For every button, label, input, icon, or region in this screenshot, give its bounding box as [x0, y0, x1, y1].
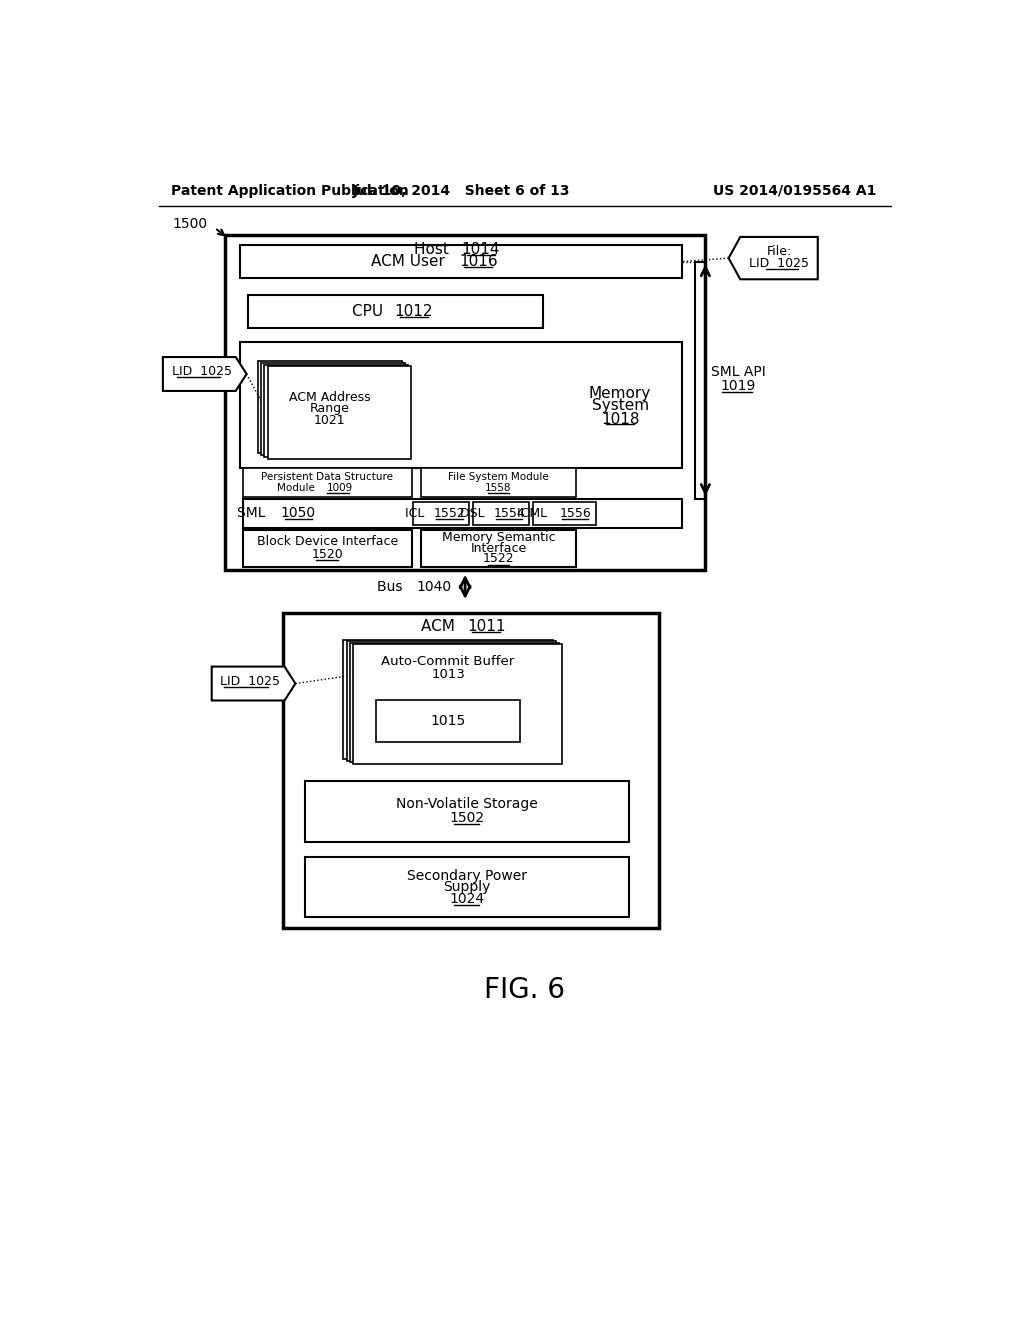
Text: 1015: 1015 — [430, 714, 466, 727]
Bar — [258, 360, 401, 453]
Polygon shape — [163, 358, 247, 391]
Bar — [414, 502, 469, 525]
Text: Bus: Bus — [377, 579, 407, 594]
Text: Host: Host — [414, 242, 454, 257]
Text: SML API: SML API — [711, 366, 765, 379]
Text: Non-Volatile Storage: Non-Volatile Storage — [396, 797, 538, 810]
Bar — [243, 529, 412, 566]
Bar — [421, 469, 575, 498]
Bar — [241, 342, 682, 469]
Text: LID  1025: LID 1025 — [172, 366, 231, 379]
Text: 1013: 1013 — [431, 668, 465, 681]
Text: ICML: ICML — [517, 507, 551, 520]
Bar — [305, 857, 629, 917]
Text: 1019: 1019 — [720, 379, 756, 393]
Text: Interface: Interface — [470, 541, 526, 554]
Polygon shape — [212, 667, 295, 701]
Text: 1500: 1500 — [173, 216, 208, 231]
Bar — [421, 529, 575, 566]
Text: DSL: DSL — [460, 507, 488, 520]
Text: ACM Address: ACM Address — [289, 391, 371, 404]
Text: 1502: 1502 — [450, 810, 484, 825]
Bar — [532, 502, 596, 525]
Text: 1024: 1024 — [450, 892, 484, 906]
Text: 1012: 1012 — [394, 304, 433, 319]
Text: Persistent Data Structure: Persistent Data Structure — [261, 473, 393, 482]
Bar — [305, 780, 629, 842]
Text: 1021: 1021 — [314, 413, 346, 426]
Text: 1014: 1014 — [462, 242, 500, 257]
Text: Jul. 10, 2014   Sheet 6 of 13: Jul. 10, 2014 Sheet 6 of 13 — [352, 183, 570, 198]
Text: 1011: 1011 — [467, 619, 506, 634]
Text: LID  1025: LID 1025 — [220, 675, 281, 688]
Text: 1558: 1558 — [485, 483, 512, 492]
Polygon shape — [729, 238, 818, 280]
Text: Block Device Interface: Block Device Interface — [257, 535, 397, 548]
Bar — [243, 499, 682, 528]
Bar — [261, 363, 404, 455]
Bar — [248, 296, 543, 327]
Text: Memory: Memory — [589, 387, 651, 401]
Bar — [346, 642, 556, 760]
Text: 1018: 1018 — [601, 412, 639, 426]
Text: FIG. 6: FIG. 6 — [484, 975, 565, 1005]
Bar — [473, 502, 528, 525]
Text: Secondary Power: Secondary Power — [407, 869, 526, 883]
Bar — [349, 643, 559, 762]
Text: File:: File: — [767, 244, 792, 257]
Text: 1040: 1040 — [417, 579, 452, 594]
Text: LID  1025: LID 1025 — [750, 257, 809, 271]
Bar — [243, 469, 412, 498]
Text: System: System — [592, 399, 648, 413]
Text: Memory Semantic: Memory Semantic — [441, 531, 555, 544]
Text: US 2014/0195564 A1: US 2014/0195564 A1 — [713, 183, 877, 198]
Text: Supply: Supply — [443, 880, 490, 894]
Text: 1009: 1009 — [327, 483, 352, 492]
Bar — [352, 644, 562, 763]
Text: 1522: 1522 — [482, 552, 514, 565]
Text: 1016: 1016 — [459, 253, 498, 269]
Text: Range: Range — [310, 403, 350, 416]
Text: 1050: 1050 — [281, 507, 316, 520]
Bar — [241, 246, 682, 277]
Bar — [343, 640, 553, 759]
Text: ICL: ICL — [406, 507, 429, 520]
Text: ACM User: ACM User — [371, 253, 450, 269]
Text: ACM: ACM — [421, 619, 460, 634]
Bar — [283, 612, 658, 928]
Text: 1520: 1520 — [311, 548, 343, 561]
Text: File System Module: File System Module — [449, 473, 549, 482]
Text: Module: Module — [276, 483, 317, 492]
Bar — [267, 367, 411, 459]
Text: Auto-Commit Buffer: Auto-Commit Buffer — [382, 655, 515, 668]
Bar — [376, 700, 520, 742]
Text: 1554: 1554 — [494, 507, 525, 520]
Text: Patent Application Publication: Patent Application Publication — [171, 183, 409, 198]
Text: 1552: 1552 — [434, 507, 466, 520]
Text: SML: SML — [237, 507, 270, 520]
Bar — [264, 364, 408, 457]
Text: CPU: CPU — [351, 304, 388, 319]
Text: 1556: 1556 — [560, 507, 592, 520]
Bar — [225, 235, 706, 570]
